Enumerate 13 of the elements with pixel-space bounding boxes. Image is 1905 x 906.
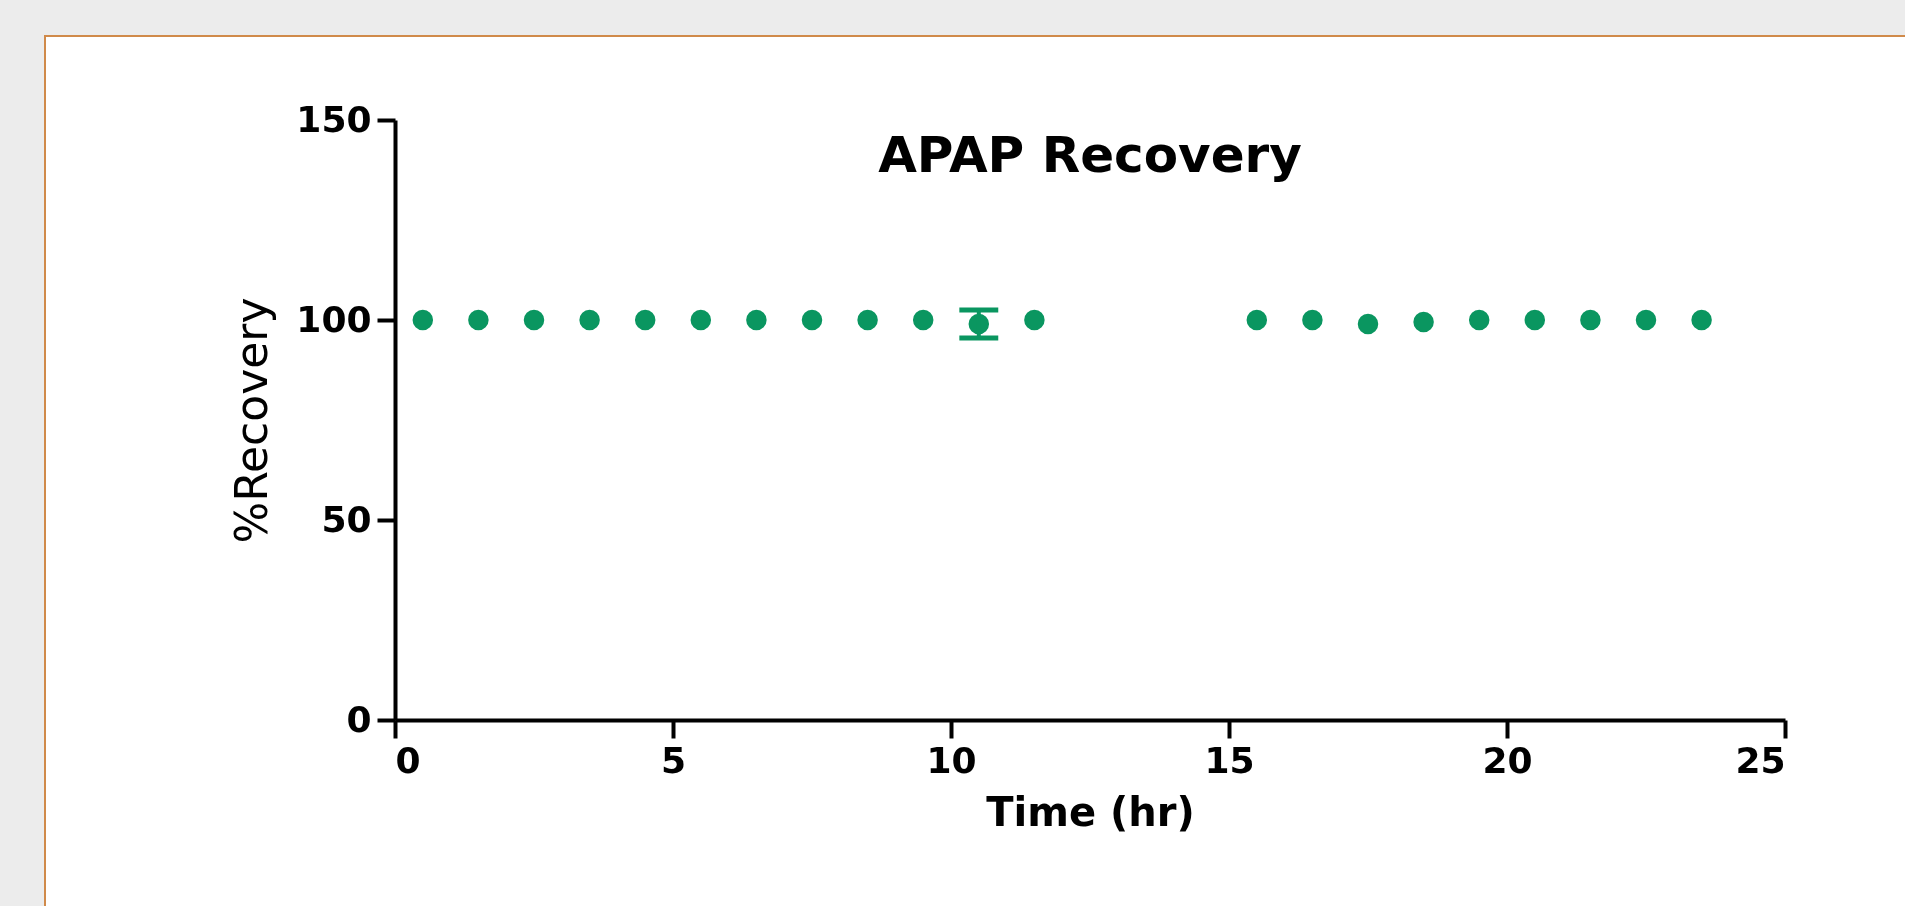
y-tick-label: 50 <box>321 498 372 540</box>
y-tick-label: 0 <box>346 698 372 740</box>
x-tick-label: 20 <box>1482 739 1533 781</box>
x-axis-title: Time (hr) <box>986 788 1195 835</box>
x-tick-label: 10 <box>926 739 977 781</box>
x-tick-label: 0 <box>395 739 421 781</box>
y-tick-label: 150 <box>296 98 372 140</box>
y-tick-label: 100 <box>296 298 372 340</box>
y-axis-title: %Recovery <box>226 297 278 544</box>
x-tick-label: 5 <box>660 739 687 781</box>
x-tick-label: 15 <box>1204 739 1255 781</box>
x-tick-label: 25 <box>1735 739 1786 781</box>
chart-title: APAP Recovery <box>878 126 1302 184</box>
